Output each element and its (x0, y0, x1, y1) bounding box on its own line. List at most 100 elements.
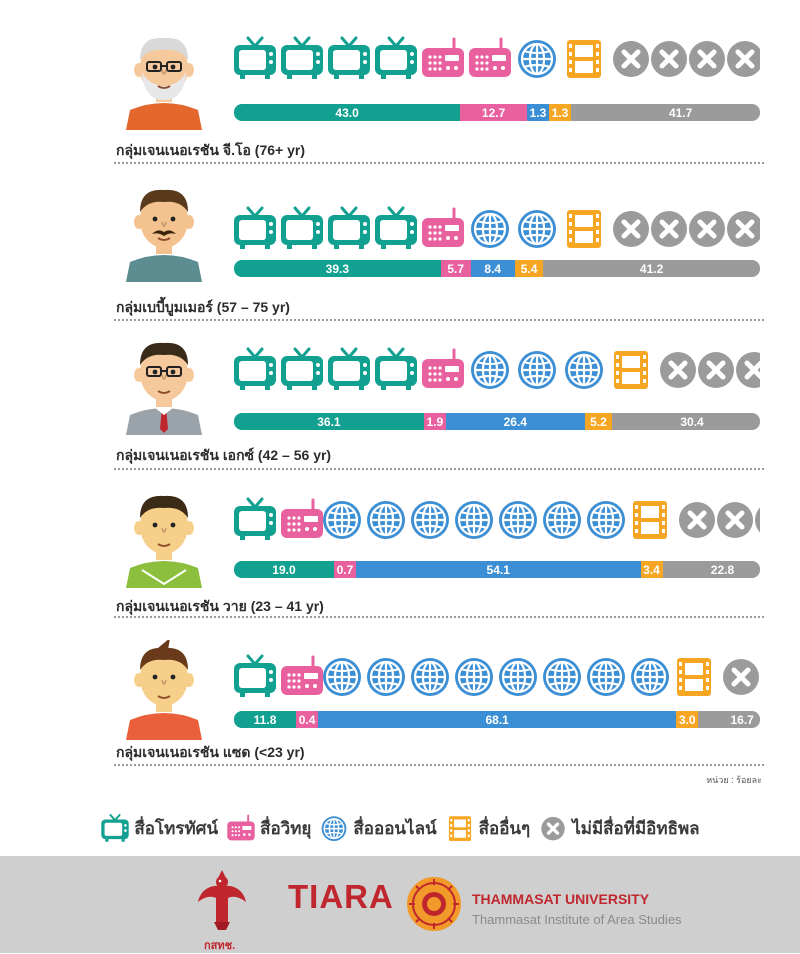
stacked-bar: 11.8 0.4 68.1 3.0 16.7 (234, 711, 760, 728)
legend-item-other: สื่ออื่นๆ (445, 813, 531, 843)
tv-icon (373, 205, 419, 251)
legend-label: สื่ออื่นๆ (478, 818, 531, 838)
x-circle-icon (684, 35, 730, 81)
generation-row: 43.0 12.7 1.3 1.3 41.7 กลุ่มเจนเนอเรชัน จี.โอ… (0, 20, 800, 170)
value-label: 54.1 (486, 562, 510, 577)
value-label: 11.8 (253, 712, 277, 727)
x-circle-icon (731, 346, 760, 392)
globe-icon (407, 653, 453, 699)
value-label: 19.0 (272, 562, 296, 577)
film-icon (608, 346, 654, 392)
thammasat-seal (406, 876, 462, 932)
value-label: 1.3 (551, 105, 569, 120)
garuda-caption: กสทช. (204, 940, 236, 952)
x-circle-icon (750, 496, 760, 542)
bar-segment-online: 26.4 (445, 413, 585, 430)
bar-segment-tv: 36.1 (234, 413, 424, 430)
value-label: 39.3 (325, 261, 350, 276)
globe-icon (514, 346, 560, 392)
globe-icon (561, 346, 607, 392)
globe-icon (583, 496, 629, 542)
radio-icon (420, 35, 466, 81)
value-label: 12.7 (481, 105, 506, 120)
film-icon (627, 496, 673, 542)
generation-label: กลุ่มเจนเนอเรชัน วาย (23 – 41 yr) (116, 598, 324, 614)
generation-label: กลุ่มเจนเนอเรชัน เอกซ์ (42 – 56 yr) (116, 447, 332, 463)
globe-icon (451, 653, 497, 699)
value-label: 26.4 (503, 414, 527, 429)
value-label: 5.7 (447, 261, 465, 276)
bar-segment-online: 54.1 (355, 561, 641, 578)
globe-icon (539, 653, 585, 699)
legend-item-online: สื่อออนไลน์ (319, 813, 437, 843)
tv-icon (279, 205, 325, 251)
globe-icon (539, 496, 585, 542)
icon-strip (232, 35, 760, 83)
legend-label: สื่อวิทยุ (260, 818, 312, 838)
bar-segment-online: 8.4 (470, 260, 515, 277)
value-label: 41.7 (668, 105, 693, 120)
bar-segment-radio: 1.9 (423, 413, 446, 430)
film-icon (561, 35, 607, 81)
generation-row: 11.8 0.4 68.1 3.0 16.7 กลุ่มเจนเนอเรชัน แซด (… (0, 630, 800, 780)
x-circle-icon (655, 346, 701, 392)
icon-strip (232, 653, 760, 701)
x-circle-icon (693, 346, 739, 392)
globe-icon (514, 205, 560, 251)
value-label: 1.9 (426, 414, 444, 429)
tv-icon (232, 205, 278, 251)
legend-label: สื่อโทรทัศน์ (134, 818, 219, 838)
stacked-bar: 36.1 1.9 26.4 5.2 30.4 (234, 413, 760, 430)
bar-segment-none: 41.2 (543, 260, 760, 277)
tv-icon (232, 653, 278, 699)
x-circle-icon (722, 35, 760, 81)
tv-icon (279, 346, 325, 392)
globe-icon (514, 35, 560, 81)
avatar (118, 335, 210, 435)
icon-strip (232, 205, 760, 253)
tv-icon (232, 35, 278, 81)
value-label: 0.7 (336, 562, 354, 577)
icon-strip (232, 346, 760, 394)
value-label: 5.4 (520, 261, 538, 276)
footer: กสทช. TIARA THAMMASAT UNIVERSITY Thammas… (0, 856, 800, 953)
value-label: 30.4 (680, 414, 704, 429)
globe-icon (407, 496, 453, 542)
generation-row: 19.0 0.7 54.1 3.4 22.8 กลุ่มเจนเนอเรชัน วาย (… (0, 478, 800, 628)
x-circle-icon (756, 653, 760, 699)
avatar (118, 638, 210, 740)
x-circle-icon (538, 813, 568, 843)
globe-icon (627, 653, 673, 699)
avatar (118, 488, 210, 588)
bar-segment-online: 68.1 (318, 711, 677, 728)
globe-icon (363, 653, 409, 699)
radio-icon (420, 205, 466, 251)
value-label: 22.8 (710, 562, 735, 577)
row-divider (114, 162, 764, 164)
value-label: 3.0 (678, 712, 696, 727)
bar-segment-radio: 12.7 (460, 104, 527, 121)
row-divider (114, 764, 764, 766)
legend: สื่อโทรทัศน์ สื่อวิทยุ สื่อออนไลน์ สื่ออ… (0, 808, 800, 848)
tv-icon (326, 205, 372, 251)
bar-segment-tv: 11.8 (234, 711, 297, 728)
globe-icon (319, 496, 365, 542)
film-icon (561, 205, 607, 251)
tv-icon (373, 35, 419, 81)
globe-icon (363, 496, 409, 542)
avatar (118, 30, 210, 130)
bar-segment-radio: 0.4 (296, 711, 319, 728)
tv-icon (373, 346, 419, 392)
legend-item-tv: สื่อโทรทัศน์ (100, 813, 218, 843)
tv-icon (326, 35, 372, 81)
generation-label: กลุ่มเจนเนอเรชัน แซด (<23 yr) (116, 744, 305, 760)
value-label: 3.4 (643, 562, 660, 577)
x-circle-icon (712, 496, 758, 542)
generation-row: 36.1 1.9 26.4 5.2 30.4 กลุ่มเจนเนอเรชัน เอกซ์… (0, 325, 800, 475)
garuda-emblem (196, 866, 248, 934)
x-circle-icon (646, 35, 692, 81)
radio-icon (226, 813, 256, 843)
globe-icon (319, 813, 349, 843)
x-circle-icon (646, 205, 692, 251)
bar-segment-online: 1.3 (526, 104, 549, 121)
